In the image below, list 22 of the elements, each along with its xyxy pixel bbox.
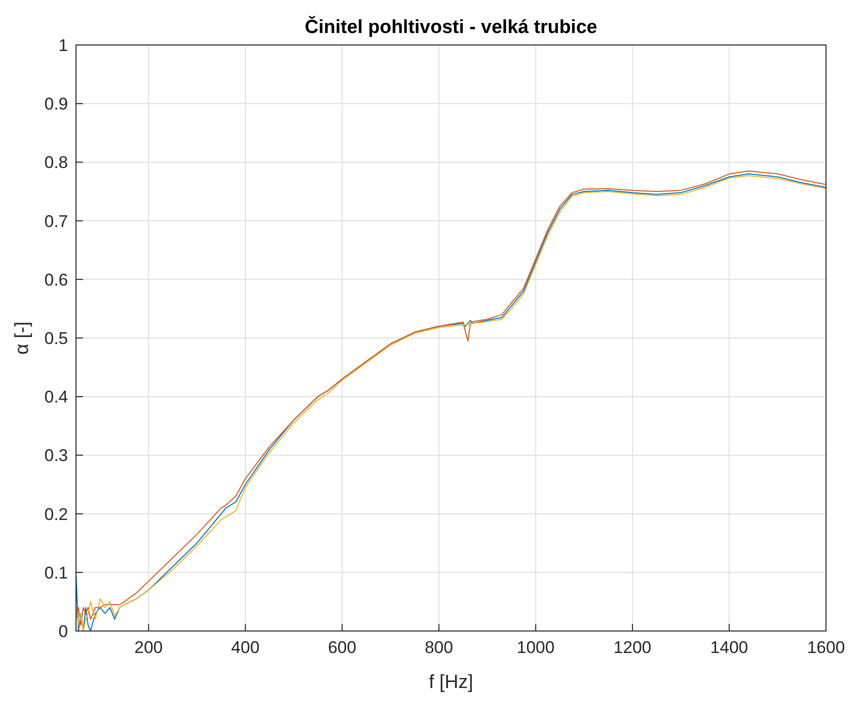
y-tick-label: 0.7 xyxy=(44,212,68,231)
chart-title: Činitel pohltivosti - velká trubice xyxy=(304,15,598,38)
y-tick-label: 0 xyxy=(58,622,68,641)
y-tick-label: 0.2 xyxy=(44,504,68,524)
x-tick-label: 1600 xyxy=(807,638,845,657)
y-tick-label: 0.6 xyxy=(44,270,68,290)
x-tick-label: 400 xyxy=(231,638,260,657)
y-tick-label: 1 xyxy=(58,36,68,55)
y-tick-label: 0.8 xyxy=(44,153,68,172)
x-tick-label: 1200 xyxy=(614,638,652,657)
y-axis-title: α [-] xyxy=(12,321,33,355)
x-tick-label: 600 xyxy=(328,638,356,657)
x-tick-label: 1000 xyxy=(516,638,555,657)
y-tick-label: 0.1 xyxy=(44,563,68,582)
y-tick-label: 0.3 xyxy=(44,446,68,466)
y-tick-label: 0.4 xyxy=(44,388,68,407)
x-tick-label: 800 xyxy=(424,638,454,657)
x-axis-title: f [Hz] xyxy=(428,672,474,693)
y-tick-label: 0.9 xyxy=(44,94,68,114)
x-tick-label: 200 xyxy=(134,638,163,657)
y-tick-label: 0.5 xyxy=(44,328,68,348)
x-tick-label: 1400 xyxy=(710,638,748,657)
